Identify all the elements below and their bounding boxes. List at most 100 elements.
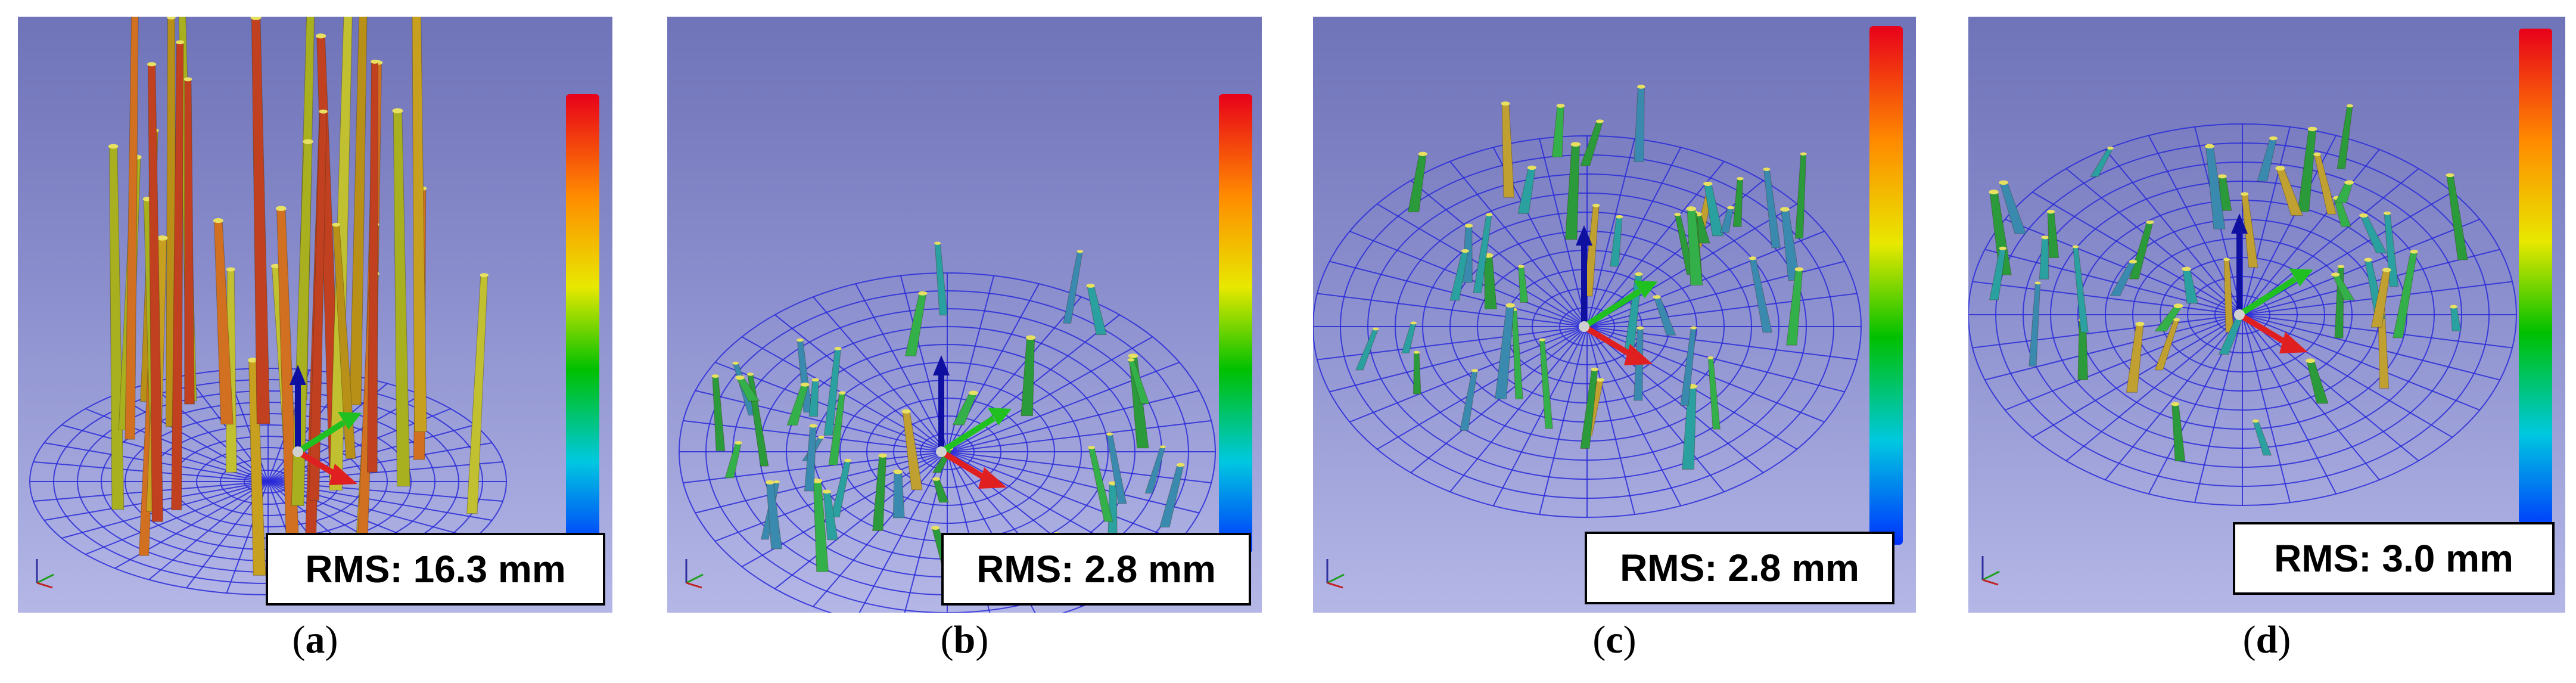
cylinder-cap [1517, 265, 1525, 268]
grid-spoke [947, 420, 1212, 452]
mini-x [36, 582, 53, 589]
rms-box: RMS: 3.0 mm [2233, 522, 2555, 595]
cylinder-cap [1595, 119, 1604, 123]
grid-spoke [855, 283, 948, 452]
cylinder-cap [732, 361, 739, 365]
cylinder-cap [1707, 356, 1714, 359]
cylinder-cap [250, 17, 262, 20]
cylinder-cap [746, 372, 754, 376]
cylinder-cap [2173, 318, 2180, 322]
cylinder-cap [175, 40, 185, 45]
cylinder-cap [1418, 151, 1427, 156]
colorbar-gradient [1219, 94, 1252, 553]
z-axis-head [2231, 213, 2248, 234]
rms-box: RMS: 2.8 mm [941, 533, 1251, 606]
error-cylinder [2313, 154, 2337, 215]
error-cylinder [1087, 285, 1107, 336]
cylinder-cap [2146, 220, 2154, 224]
cylinder-cap [1592, 203, 1600, 207]
z-axis-head [933, 355, 950, 375]
cylinder-cap [1413, 350, 1420, 354]
cylinder-cap [2359, 213, 2368, 218]
mini-x [686, 582, 702, 589]
error-cylinder [1021, 337, 1035, 417]
grid-spoke [267, 442, 493, 482]
error-cylinder [1610, 216, 1623, 267]
cylinder-cap [1674, 213, 1681, 216]
cylinder-cap [1690, 326, 1697, 330]
grid-spoke [2005, 314, 2243, 411]
grid-spoke [774, 314, 948, 452]
x-axis-arrow [2238, 312, 2292, 348]
error-cylinder [1063, 251, 1083, 324]
cylinder-cap [2269, 136, 2278, 141]
grid-spoke [1586, 326, 1764, 473]
grid-spoke [2242, 314, 2513, 349]
cylinder-cap [932, 477, 941, 481]
grid-spoke [1586, 326, 1682, 507]
error-cylinder [2306, 360, 2329, 404]
cylinder-cap [834, 347, 842, 350]
caption-a: (a) [292, 618, 338, 662]
colorbar [566, 94, 599, 553]
cylinder-cap [1596, 378, 1604, 382]
grid-spoke [1349, 326, 1588, 423]
cylinder-cap [2223, 257, 2230, 261]
cylinder-cap [270, 263, 281, 269]
grid-spoke [1586, 147, 1682, 327]
grid-spoke [1586, 231, 1825, 327]
grid-spoke [1410, 180, 1588, 327]
scene-d [1968, 104, 2517, 586]
error-cylinder [902, 411, 923, 490]
cylinder-cap [2331, 272, 2340, 277]
cylinder-cap [2450, 305, 2457, 309]
cylinder-cap [1999, 246, 2007, 250]
error-cylinder [2171, 403, 2186, 462]
cylinder-cap [801, 382, 810, 387]
cylinder-cap [809, 424, 817, 428]
cylinder-cap [226, 267, 235, 272]
cylinder-cap [934, 241, 941, 245]
mini-y [686, 573, 704, 584]
error-cylinder [2073, 246, 2089, 333]
error-cylinder [712, 375, 726, 452]
caption-letter: c [1606, 618, 1623, 662]
cylinder-cap [2241, 192, 2249, 196]
cylinder-cap [1128, 353, 1138, 359]
axis-triad [2231, 213, 2313, 353]
error-cylinder [2039, 237, 2049, 280]
axis-triad [290, 365, 362, 485]
cylinder-cap [1727, 206, 1734, 210]
cylinder-cap [1505, 303, 1516, 308]
grid-spoke [2005, 219, 2243, 315]
x-axis-arrow [939, 449, 991, 483]
cylinder-cap [2218, 174, 2227, 179]
cylinder-cap [711, 374, 719, 378]
cylinder-cap [2346, 104, 2354, 108]
grid-spoke [148, 481, 269, 580]
error-cylinder [934, 243, 948, 316]
cylinder-cap [1635, 272, 1643, 277]
cylinder-cap [1653, 295, 1661, 299]
error-cylinder [109, 146, 125, 510]
cylinder-cap [1077, 250, 1084, 253]
cylinder-cap [2313, 153, 2321, 157]
cylinder-cap [1410, 321, 1417, 325]
grid-spoke [947, 390, 1200, 452]
grid-spoke [813, 296, 948, 452]
y-axis-arrow [939, 415, 995, 455]
grid-spoke [2194, 314, 2243, 503]
error-cylinder [2359, 215, 2387, 253]
cylinder-cap [1176, 462, 1185, 467]
cylinder-cap [1616, 215, 1623, 219]
grid-spoke [1984, 314, 2243, 381]
error-cylinder [2047, 211, 2059, 259]
cylinder-cap [319, 109, 328, 114]
cylinder-cap [1461, 249, 1469, 253]
error-cylinders [1989, 104, 2468, 462]
grid-spoke [2105, 314, 2243, 480]
grid-spoke [1317, 293, 1588, 327]
error-cylinder [1634, 86, 1645, 162]
cylinder-cap [1539, 338, 1545, 342]
mini-y [1327, 573, 1345, 584]
